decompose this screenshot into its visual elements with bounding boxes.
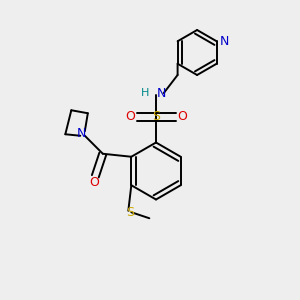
Text: N: N	[157, 86, 166, 100]
Text: O: O	[89, 176, 99, 189]
Text: O: O	[177, 110, 187, 124]
Text: N: N	[219, 35, 229, 48]
Text: N: N	[77, 127, 86, 140]
Text: H: H	[140, 88, 149, 98]
Text: S: S	[126, 206, 134, 219]
Text: O: O	[125, 110, 135, 124]
Text: S: S	[152, 110, 160, 124]
